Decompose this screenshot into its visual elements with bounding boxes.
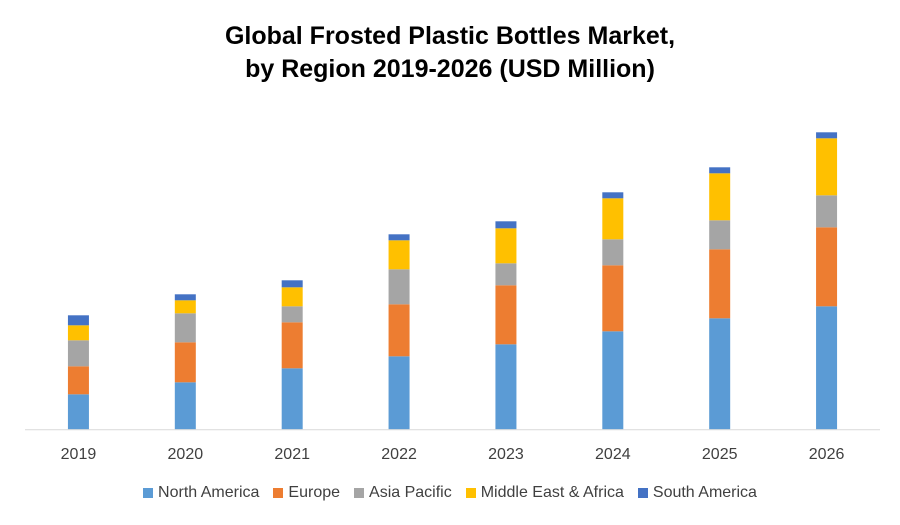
bar-segment-2025-middle-east-africa [709, 173, 731, 221]
x-tick-label: 2025 [702, 446, 738, 463]
bar-segment-2019-europe [67, 366, 89, 395]
bar-segment-2019-asia-pacific [67, 340, 89, 367]
bar-segment-2026-asia-pacific [816, 195, 838, 228]
legend-swatch [273, 488, 284, 498]
bar-segment-2023-north-america [495, 344, 517, 430]
legend-item: Asia Pacific [354, 484, 452, 502]
legend: North America Europe Asia Pacific Middle Ea… [0, 484, 900, 502]
bar-segment-2021-north-america [281, 368, 303, 430]
bar-segment-2023-south-america [495, 221, 517, 229]
bar-segment-2021-asia-pacific [281, 306, 303, 323]
legend-swatch [637, 488, 648, 498]
bar-segment-2022-north-america [388, 356, 410, 430]
bar-segment-2025-asia-pacific [709, 220, 731, 250]
legend-item: Middle East & Africa [465, 484, 624, 502]
legend-item: North America [143, 484, 259, 502]
x-tick-label: 2026 [809, 446, 845, 463]
chart-title: Global Frosted Plastic Bottles Market, b… [0, 20, 900, 86]
legend-swatch [354, 488, 365, 498]
bar-segment-2021-middle-east-africa [281, 287, 303, 307]
x-tick-label: 2023 [488, 446, 524, 463]
bar-segment-2026-north-america [816, 306, 838, 430]
bar-segment-2024-middle-east-africa [602, 198, 624, 240]
bar-segment-2026-south-america [816, 132, 838, 139]
bar-segment-2026-europe [816, 227, 838, 307]
legend-swatch [465, 488, 476, 498]
bar-segment-2022-south-america [388, 234, 410, 241]
bar-segment-2020-asia-pacific [174, 313, 196, 343]
bar-segment-2023-middle-east-africa [495, 228, 517, 264]
bar-segment-2019-south-america [67, 315, 89, 326]
bar-segment-2022-middle-east-africa [388, 240, 410, 270]
bar-segment-2025-europe [709, 249, 731, 319]
x-tick-label: 2022 [381, 446, 417, 463]
bar-segment-2026-middle-east-africa [816, 138, 838, 196]
bar-segment-2020-south-america [174, 294, 196, 301]
bar-segment-2022-asia-pacific [388, 269, 410, 305]
bar-segment-2020-middle-east-africa [174, 300, 196, 314]
bar-segment-2023-asia-pacific [495, 263, 517, 286]
legend-item: South America [637, 484, 757, 502]
legend-item: Europe [273, 484, 340, 502]
legend-label: Europe [288, 484, 341, 501]
x-tick-label: 2024 [595, 446, 631, 463]
bar-segment-2025-south-america [709, 167, 731, 174]
bar-segment-2019-north-america [67, 394, 89, 430]
legend-swatch [143, 488, 154, 498]
x-tick-label: 2021 [274, 446, 310, 463]
legend-label: North America [158, 484, 260, 501]
bar-segment-2020-europe [174, 342, 196, 383]
chart-title-line-1: Global Frosted Plastic Bottles Market, [224, 22, 676, 50]
bar-segment-2022-europe [388, 304, 410, 357]
chart-title-line-2: by Region 2019-2026 (USD Million) [245, 55, 655, 83]
bar-segment-2024-south-america [602, 192, 624, 199]
bar-segment-2021-south-america [281, 280, 303, 288]
bar-segment-2020-north-america [174, 382, 196, 430]
bar-segment-2024-europe [602, 265, 624, 332]
bar-segment-2019-middle-east-africa [67, 325, 89, 341]
x-tick-label: 2020 [168, 446, 204, 463]
legend-label: South America [652, 484, 757, 501]
bar-segment-2025-north-america [709, 318, 731, 430]
legend-label: Asia Pacific [369, 484, 452, 501]
bar-segment-2024-north-america [602, 331, 624, 430]
bar-segment-2021-europe [281, 322, 303, 369]
bar-segment-2023-europe [495, 285, 517, 345]
x-tick-label: 2019 [61, 446, 97, 463]
bar-segment-2024-asia-pacific [602, 239, 624, 266]
legend-label: Middle East & Africa [480, 484, 624, 501]
